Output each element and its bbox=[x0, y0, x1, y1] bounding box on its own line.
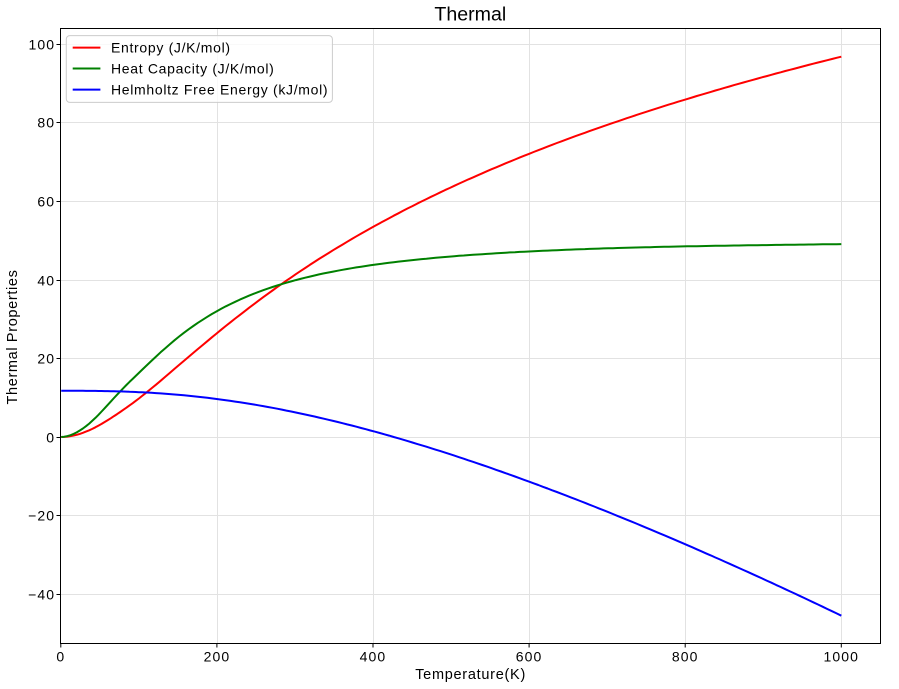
svg-text:Heat Capacity (J/K/mol): Heat Capacity (J/K/mol) bbox=[111, 61, 274, 77]
svg-text:Temperature(K): Temperature(K) bbox=[415, 667, 526, 683]
svg-text:Helmholtz Free Energy (kJ/mol): Helmholtz Free Energy (kJ/mol) bbox=[111, 82, 328, 98]
svg-text:0: 0 bbox=[46, 429, 55, 445]
svg-text:−40: −40 bbox=[28, 586, 55, 602]
svg-text:Thermal Properties: Thermal Properties bbox=[5, 270, 21, 405]
svg-text:400: 400 bbox=[360, 648, 387, 664]
svg-text:100: 100 bbox=[29, 36, 56, 52]
svg-text:200: 200 bbox=[204, 648, 231, 664]
svg-text:60: 60 bbox=[37, 193, 55, 209]
svg-text:20: 20 bbox=[37, 350, 55, 366]
svg-text:0: 0 bbox=[56, 648, 65, 664]
svg-text:600: 600 bbox=[516, 648, 543, 664]
svg-text:1000: 1000 bbox=[824, 648, 860, 664]
svg-text:−20: −20 bbox=[28, 507, 55, 523]
svg-text:Thermal: Thermal bbox=[434, 4, 506, 26]
svg-text:40: 40 bbox=[37, 272, 55, 288]
svg-text:Entropy (J/K/mol): Entropy (J/K/mol) bbox=[111, 40, 231, 56]
svg-text:800: 800 bbox=[672, 648, 699, 664]
svg-text:80: 80 bbox=[37, 114, 55, 130]
